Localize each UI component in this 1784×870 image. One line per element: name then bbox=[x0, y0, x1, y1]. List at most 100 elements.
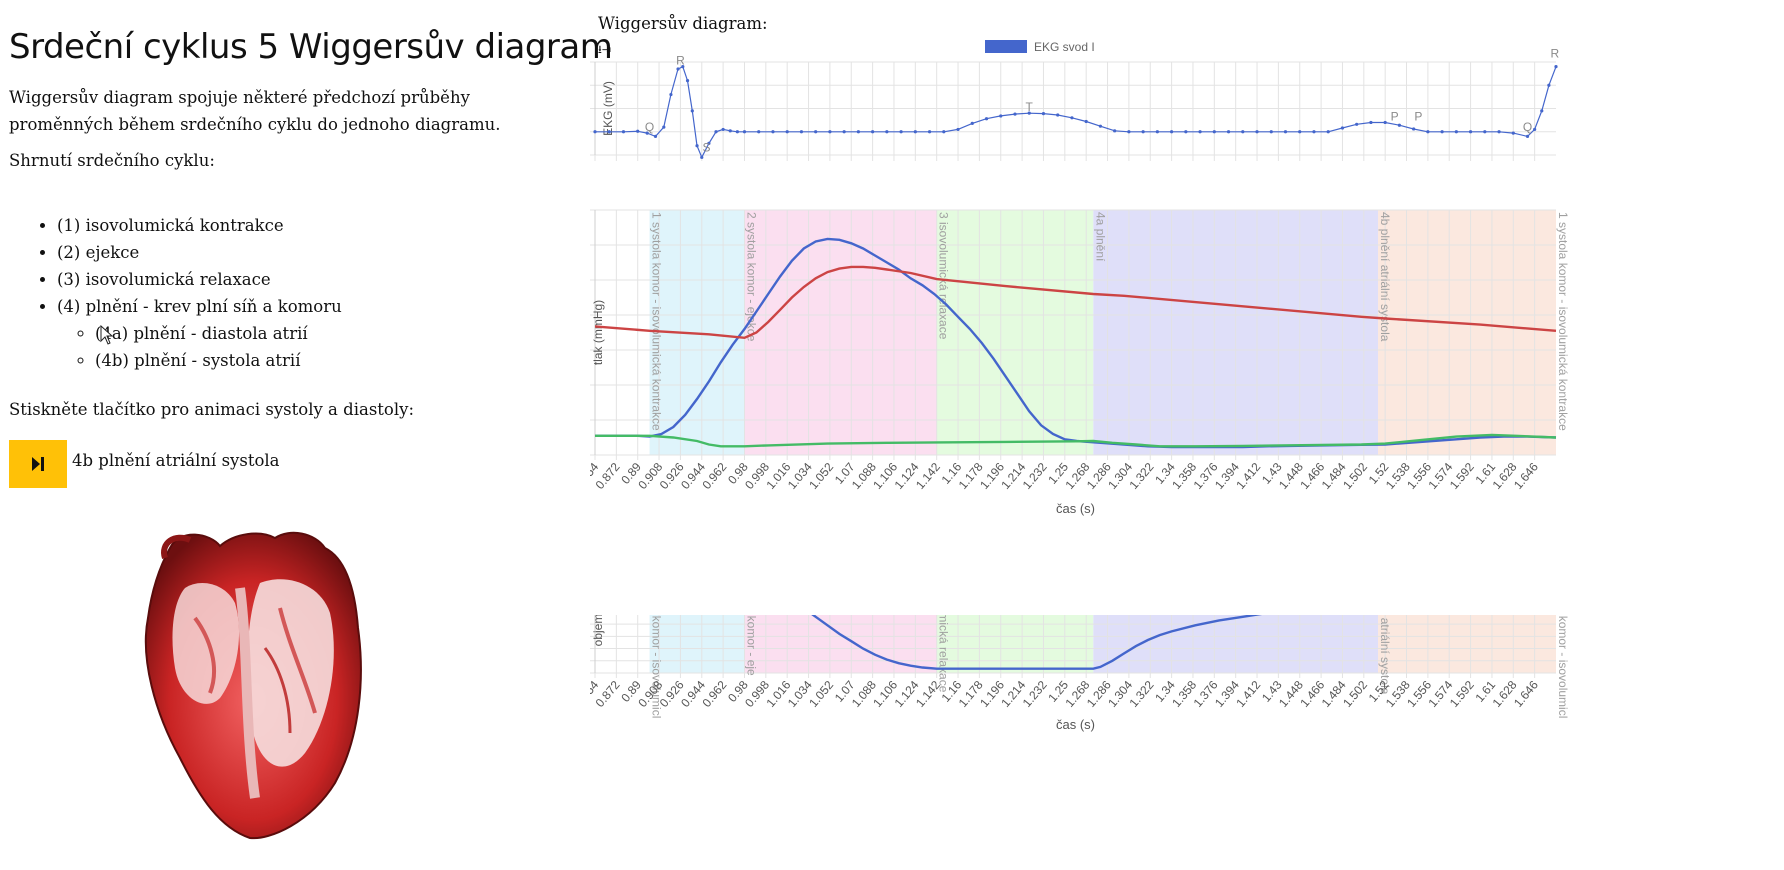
x-tick-label: 1.052 bbox=[806, 678, 836, 710]
download-icon[interactable]: ⭳ bbox=[598, 43, 602, 56]
data-point bbox=[695, 144, 699, 148]
peak-label: Q bbox=[645, 120, 654, 134]
data-point bbox=[1084, 119, 1088, 124]
x-tick-label: 1.052 bbox=[806, 460, 836, 492]
x-axis-label: čas (s) bbox=[1056, 717, 1095, 732]
data-point bbox=[1127, 130, 1131, 134]
x-tick-label: 1.646 bbox=[1511, 678, 1541, 710]
data-point bbox=[1497, 130, 1501, 134]
data-point bbox=[1212, 130, 1216, 134]
phase-label: 3 isovolumická relaxace bbox=[937, 615, 951, 693]
data-point bbox=[814, 130, 818, 134]
data-point bbox=[1554, 65, 1558, 69]
phase-label: 2 systola komor - eje bbox=[744, 615, 758, 676]
x-tick-label: 1.412 bbox=[1233, 678, 1263, 710]
data-point bbox=[1098, 124, 1103, 128]
x-tick-label: 1.142 bbox=[913, 460, 943, 492]
data-point bbox=[1326, 130, 1330, 134]
x-tick-label: 1.322 bbox=[1127, 460, 1157, 492]
data-point bbox=[1141, 130, 1145, 134]
phase-label: 4a plnění bbox=[1093, 212, 1107, 262]
data-point bbox=[885, 130, 889, 134]
heart-image bbox=[144, 531, 362, 840]
data-point bbox=[1426, 130, 1430, 134]
phase-band bbox=[595, 615, 650, 673]
data-point bbox=[942, 130, 946, 134]
list-item: (4a) plnění - diastola atrií bbox=[95, 320, 342, 347]
peak-label: P bbox=[1391, 110, 1399, 124]
play-pause-button[interactable] bbox=[9, 440, 67, 488]
series-line-2 bbox=[595, 433, 1557, 448]
data-point bbox=[785, 130, 789, 134]
data-point bbox=[956, 127, 960, 132]
phase-label: 1 systola komor - isovolumicl bbox=[650, 615, 664, 718]
y-axis-label: EKG (mV) bbox=[601, 81, 615, 136]
data-point bbox=[799, 130, 804, 134]
data-point bbox=[927, 130, 932, 134]
intro-text: Wiggersův diagram spojuje některé předch… bbox=[9, 88, 501, 134]
data-point bbox=[685, 79, 690, 83]
data-point bbox=[669, 92, 673, 97]
phase-label: 3 isovolumická relaxace bbox=[937, 212, 951, 340]
series-line-0 bbox=[811, 615, 1263, 670]
phase-label: 2 systola komor - ejekce bbox=[744, 212, 758, 342]
data-point bbox=[771, 130, 775, 134]
data-point bbox=[757, 130, 761, 134]
x-tick-label: 1.232 bbox=[1020, 460, 1050, 492]
list-item: (3) isovolumická relaxace bbox=[57, 266, 342, 293]
data-point bbox=[1027, 111, 1031, 115]
x-tick-label: 1.322 bbox=[1127, 678, 1157, 710]
x-tick-label: 1.412 bbox=[1233, 460, 1263, 492]
phase-band bbox=[1378, 615, 1556, 673]
data-point bbox=[1155, 130, 1159, 134]
phase-band bbox=[595, 210, 650, 455]
data-point bbox=[1468, 130, 1473, 134]
data-point bbox=[1369, 120, 1373, 125]
data-point bbox=[1283, 130, 1288, 134]
data-point bbox=[1255, 130, 1259, 134]
export-icon[interactable]: ⇥ bbox=[601, 43, 612, 56]
series-line-0 bbox=[595, 65, 1557, 159]
data-point bbox=[1056, 113, 1060, 117]
data-point bbox=[1355, 122, 1359, 126]
list-item-label: (4) plnění - krev plní síň a komoru bbox=[57, 297, 342, 316]
data-point bbox=[735, 130, 739, 134]
peak-label: Q bbox=[1523, 120, 1532, 134]
data-point bbox=[742, 130, 747, 134]
data-point bbox=[1525, 134, 1530, 138]
phase-list: (1) isovolumická kontrakce (2) ejekce (3… bbox=[9, 212, 342, 374]
legend-label: EKG svod I bbox=[1034, 40, 1095, 54]
chart-tools-ekg: ⭳⇥ bbox=[598, 41, 611, 60]
x-tick-label: 1.592 bbox=[1447, 678, 1477, 710]
current-phase-label: 4b plnění atriální systola bbox=[72, 451, 280, 470]
data-point bbox=[1412, 127, 1416, 131]
data-point bbox=[842, 130, 846, 134]
peak-label: T bbox=[1026, 100, 1034, 114]
data-point bbox=[1198, 130, 1202, 134]
data-point bbox=[1070, 116, 1074, 120]
peak-label: P bbox=[1414, 110, 1422, 124]
list-item: (2) ejekce bbox=[57, 239, 342, 266]
y-axis-label: objem (ml) bbox=[591, 615, 605, 646]
x-tick-label: 0.962 bbox=[699, 460, 729, 492]
x-tick-label: 1.502 bbox=[1340, 678, 1370, 710]
data-point bbox=[899, 130, 903, 134]
phase-label: 4b plnění atriální systola bbox=[1378, 212, 1392, 342]
data-point bbox=[681, 65, 685, 69]
data-point bbox=[1041, 112, 1046, 116]
data-point bbox=[645, 131, 649, 135]
x-axis-label: čas (s) bbox=[1056, 501, 1095, 516]
phase-band bbox=[936, 210, 1094, 455]
volume-chart: 7080901001101201301401501601 systola kom… bbox=[590, 615, 1570, 732]
data-point bbox=[871, 130, 875, 134]
mouse-cursor-icon bbox=[100, 325, 114, 345]
data-point bbox=[1241, 130, 1245, 134]
data-point bbox=[999, 114, 1003, 118]
data-point bbox=[970, 121, 974, 125]
summary-heading: Shrnutí srdečního cyklu: bbox=[9, 151, 215, 170]
data-point bbox=[607, 130, 611, 134]
subphase-list: (4a) plnění - diastola atrií (4b) plnění… bbox=[57, 320, 342, 374]
peak-label: R bbox=[676, 53, 685, 67]
data-point bbox=[1226, 130, 1231, 134]
